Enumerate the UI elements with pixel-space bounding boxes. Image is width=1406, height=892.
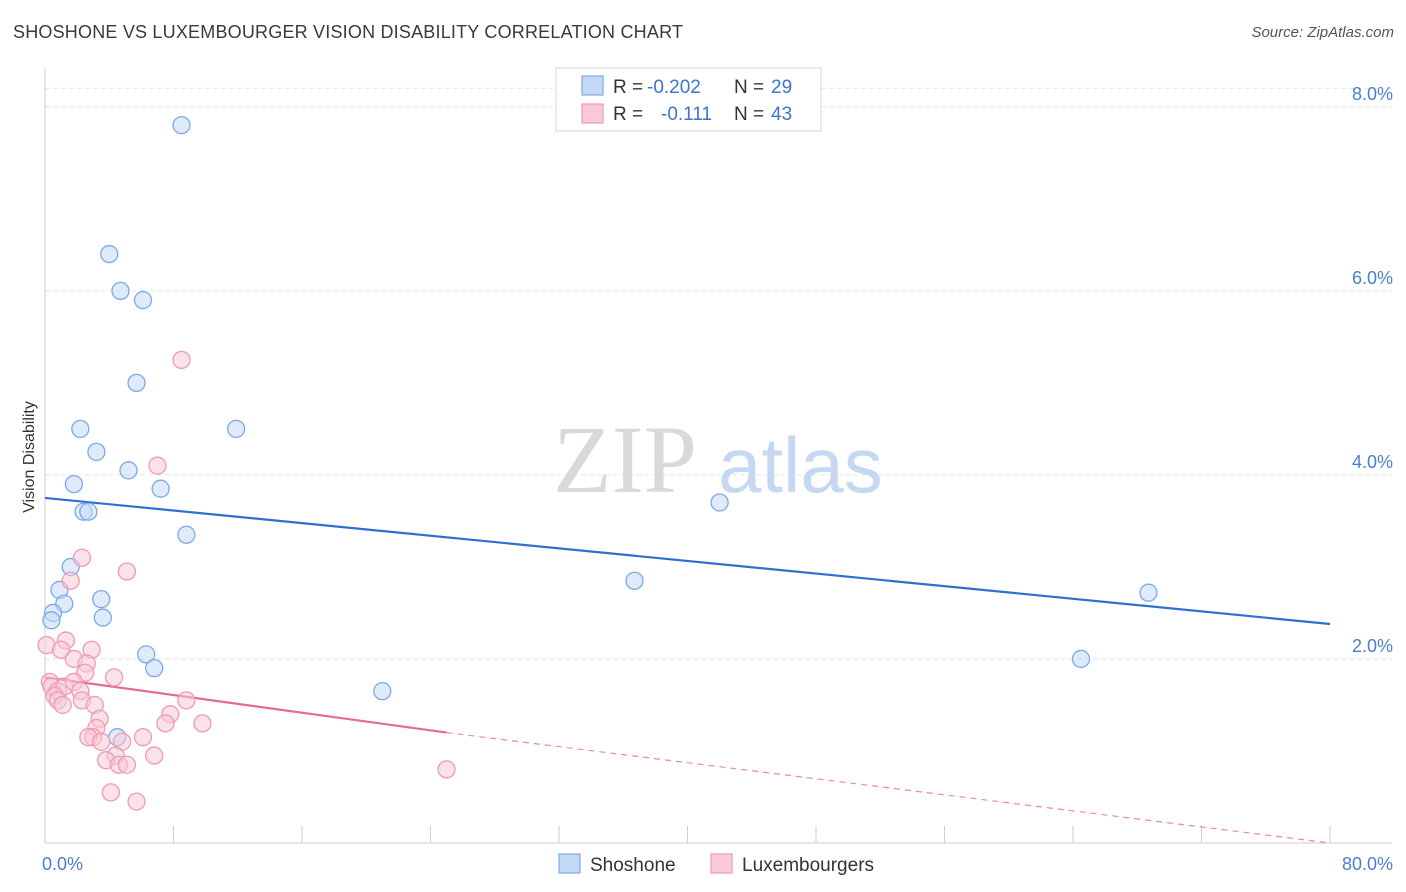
bottom-legend: Shoshone Luxembourgers [558,853,874,876]
point-luxembourgers-40 [437,760,456,779]
point-shoshone-1 [100,244,119,264]
bottom-legend-shoshone: Shoshone [590,855,676,876]
point-luxembourgers-28 [193,714,212,733]
point-luxembourgers-27 [156,714,175,733]
y-tick-labels: 2.0% 4.0% 6.0% 8.0% [1352,84,1393,656]
point-shoshone-12 [79,502,98,521]
point-shoshone-7 [87,442,106,462]
trend-line-0 [44,496,1331,626]
legend-n-value-1: 29 [771,77,792,98]
legend: R = -0.202 N = 29 R = -0.111 N = 43 [555,67,822,132]
point-shoshone-27 [1071,649,1091,669]
point-shoshone-22 [145,659,164,678]
point-shoshone-0 [172,116,191,135]
watermark-zip: ZIP [553,406,697,513]
legend-swatch-luxembourgers [581,103,604,124]
legend-swatch-shoshone [581,75,604,96]
source-label: Source: ZipAtlas.com [1251,24,1394,41]
trend-lines [44,496,1331,844]
y-axis-label: Vision Disability [21,401,38,513]
bottom-legend-swatch-luxembourgers [710,853,733,874]
point-shoshone-17 [92,589,111,609]
point-luxembourgers-38 [117,755,137,774]
legend-r-label-1: R = [613,77,643,98]
y-tick-label-0: 2.0% [1352,636,1393,656]
point-shoshone-3 [133,290,153,310]
legend-r-label-2: R = [613,104,643,125]
point-shoshone-25 [625,571,644,590]
point-shoshone-4 [127,373,146,393]
trend-extension-1 [446,731,1331,844]
watermark: ZIP atlas [553,406,883,513]
point-shoshone-13 [177,525,196,544]
bottom-legend-swatch-shoshone [558,853,581,874]
point-shoshone-2 [111,281,130,301]
point-luxembourgers-1 [172,350,191,370]
point-shoshone-26 [1139,583,1158,602]
point-shoshone-10 [151,479,170,498]
point-luxembourgers-42 [127,792,146,811]
point-shoshone-21 [137,645,156,664]
legend-n-label-2: N = [734,104,764,125]
point-luxembourgers-34 [133,728,153,747]
point-shoshone-5 [71,419,90,439]
axes [44,68,1392,844]
x-tick-label-0: 0.0% [42,854,83,874]
legend-n-label-1: N = [734,77,764,98]
point-luxembourgers-12 [104,668,124,687]
grid [45,87,1392,660]
y-tick-label-2: 6.0% [1352,268,1393,288]
point-shoshone-20 [42,611,61,630]
point-luxembourgers-41 [101,783,121,802]
point-luxembourgers-3 [72,548,92,567]
point-luxembourgers-24 [177,691,196,710]
chart-title: SHOSHONE VS LUXEMBOURGER VISION DISABILI… [13,22,684,42]
point-shoshone-6 [226,419,246,439]
point-shoshone-8 [119,461,138,480]
point-shoshone-24 [710,493,729,512]
point-shoshone-18 [93,608,112,627]
trend-line-1 [44,676,447,734]
point-luxembourgers-5 [61,571,80,590]
point-luxembourgers-4 [117,562,137,581]
point-shoshone-23 [373,682,392,701]
y-tick-label-1: 4.0% [1352,452,1393,472]
x-tick-labels: 0.0% 80.0% [42,854,1393,874]
x-tick-label-1: 80.0% [1342,854,1393,874]
point-luxembourgers-32 [92,732,111,751]
point-luxembourgers-39 [145,746,164,765]
legend-n-value-2: 43 [771,104,792,125]
legend-r-value-1: -0.202 [647,77,701,98]
watermark-atlas: atlas [718,421,883,509]
data-points [37,116,1158,811]
point-shoshone-9 [64,474,84,494]
y-tick-label-3: 8.0% [1352,84,1393,104]
point-luxembourgers-2 [148,456,167,475]
point-luxembourgers-21 [53,695,72,715]
legend-r-value-2: -0.111 [661,104,712,125]
bottom-legend-luxembourgers: Luxembourgers [742,855,874,876]
point-luxembourgers-7 [51,640,71,659]
